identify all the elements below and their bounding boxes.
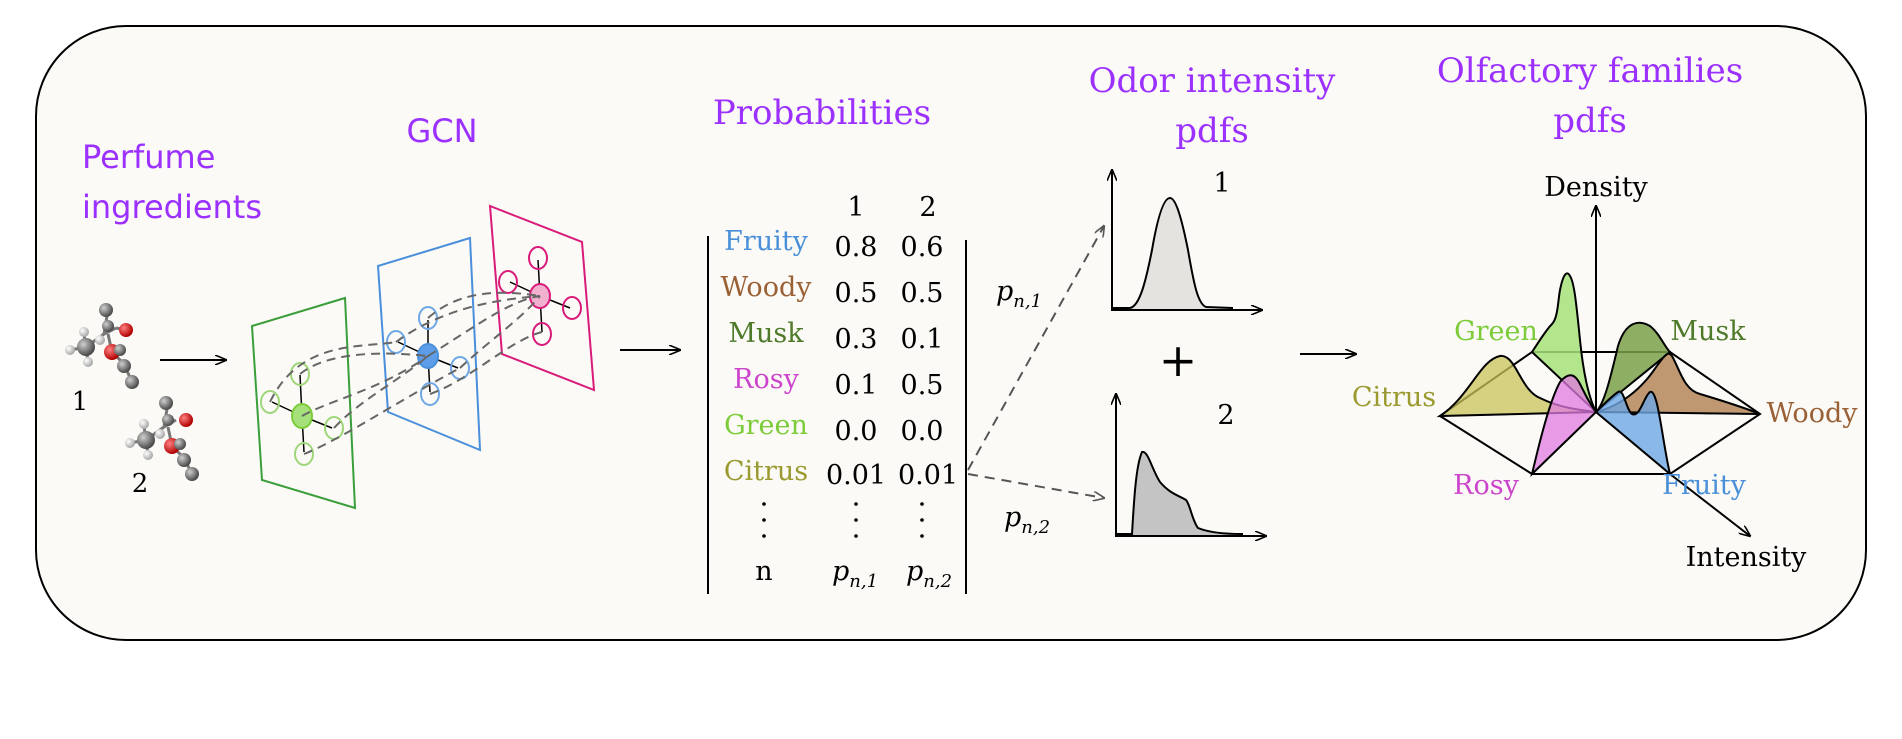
gcn-layer-blue — [376, 236, 482, 452]
table-cell: 0.3 — [835, 324, 878, 355]
table-cell-symbol: p — [906, 556, 923, 587]
table-row-family: n — [755, 556, 772, 587]
table-cell: 0.01 — [898, 460, 958, 491]
molecule-1-atoms — [65, 303, 139, 389]
molecule-2-atoms — [125, 396, 199, 481]
molecule-1-label: 1 — [72, 387, 89, 417]
olfactory-title-line2: pdfs — [1553, 101, 1627, 141]
panel-background — [35, 25, 1867, 641]
arrow-to-odor-plot-2 — [967, 473, 1104, 498]
table-cell: 0.01 — [826, 460, 886, 491]
table-cell: 0.5 — [901, 370, 944, 401]
table-cell: 0.1 — [835, 370, 878, 401]
table-cell-subscript: n,1 — [849, 571, 878, 592]
arrow-label-p1-subscript: n,1 — [1013, 291, 1042, 312]
arrow-label-p1: pn,1 — [996, 276, 1042, 312]
table-cell: 0.8 — [835, 232, 878, 263]
family-label-rosy: Rosy — [1453, 470, 1519, 501]
density-woody — [1595, 352, 1761, 415]
table-col-header-2: 2 — [919, 192, 936, 223]
olfactory-plot — [1436, 206, 1762, 536]
table-cell-subscript: n,2 — [923, 571, 952, 592]
family-label-citrus: Citrus — [1352, 382, 1436, 413]
arrow-label-p2-symbol: p — [1004, 502, 1021, 533]
probabilities-title: Probabilities — [713, 93, 931, 133]
density-label: Density — [1544, 172, 1648, 203]
odor-title-line2: pdfs — [1175, 111, 1249, 151]
family-label-fruity: Fruity — [1662, 470, 1747, 501]
table-cell-symbol: p — [832, 556, 849, 587]
arrow-label-p2: pn,2 — [1004, 502, 1050, 538]
gcn-connections — [269, 291, 543, 455]
odor-plus-sign: + — [1159, 333, 1198, 387]
odor-plot-1-label: 1 — [1213, 168, 1230, 199]
table-cell: 0.5 — [835, 278, 878, 309]
family-label-green: Green — [1454, 316, 1538, 347]
table-row-family: Woody — [721, 272, 813, 303]
table-cell: 0.6 — [901, 232, 944, 263]
perfume-title-line1: Perfume — [82, 138, 215, 176]
table-ellipsis — [762, 502, 924, 538]
table-cell: 0.0 — [835, 416, 878, 447]
table-row-family: Fruity — [724, 226, 809, 257]
table-cell: pn,2 — [906, 556, 952, 592]
arrow-label-p2-subscript: n,2 — [1021, 517, 1050, 538]
table-col-header-1: 1 — [847, 192, 864, 223]
odor-plot-2-curve — [1115, 450, 1243, 537]
gcn-layer-pink — [488, 204, 596, 392]
gcn-layer-green — [250, 296, 357, 510]
density-rosy — [1530, 374, 1598, 478]
table-row-family: Green — [724, 410, 808, 441]
table-row-family: Musk — [728, 318, 804, 349]
table-cell: 0.1 — [901, 324, 944, 355]
table-row-family: Citrus — [724, 456, 808, 487]
molecule-2-label: 2 — [132, 469, 149, 499]
arrow-to-odor-plot-1 — [967, 226, 1104, 471]
intensity-label: Intensity — [1686, 542, 1808, 573]
odor-title-line1: Odor intensity — [1089, 61, 1337, 101]
family-label-woody: Woody — [1767, 398, 1859, 429]
density-fruity — [1594, 390, 1672, 477]
perfume-title-line2: ingredients — [82, 188, 262, 226]
density-green — [1530, 272, 1597, 413]
arrow-label-p1-symbol: p — [996, 276, 1013, 307]
gcn-title: GCN — [406, 112, 477, 150]
table-row-family: Rosy — [733, 364, 799, 395]
odor-plot-1-curve — [1111, 196, 1233, 311]
olfactory-title-line1: Olfactory families — [1437, 51, 1743, 91]
odor-plot-2-label: 2 — [1217, 400, 1234, 431]
table-cell: pn,1 — [832, 556, 878, 592]
density-musk — [1595, 321, 1672, 413]
table-cell: 0.5 — [901, 278, 944, 309]
intensity-axis — [1669, 473, 1750, 536]
table-cell: 0.0 — [901, 416, 944, 447]
family-label-musk: Musk — [1670, 316, 1746, 347]
